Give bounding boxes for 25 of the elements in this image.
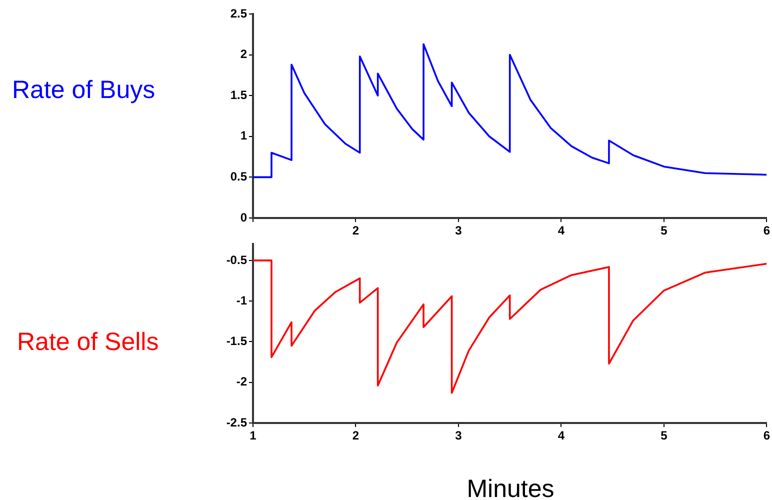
x-tick-label: 5 (660, 224, 668, 238)
y-tick-label: -2.5 (226, 415, 248, 430)
y-tick-label: 0 (240, 210, 248, 224)
y-tick-label: -1.5 (226, 334, 248, 348)
x-tick-label: 2 (352, 224, 360, 238)
y-tick-label: 0.5 (230, 170, 248, 184)
y-axis-title: Rate of Sells (17, 328, 159, 357)
x-tick-label: 4 (558, 428, 565, 443)
x-tick-label: 4 (558, 224, 565, 238)
y-tick-label: 2.5 (230, 6, 248, 20)
y-tick-label: -0.5 (226, 252, 248, 267)
y-tick-label: -1 (236, 293, 248, 308)
y-tick-label: 1 (240, 128, 248, 143)
x-tick-label: 3 (455, 224, 462, 238)
x-tick-label: 2 (352, 428, 360, 443)
x-tick-label: 3 (455, 428, 462, 443)
x-axis-title: Minutes (466, 475, 556, 500)
y-tick-label: 1.5 (230, 88, 248, 102)
y-tick-label: -2 (236, 374, 248, 389)
x-tick-label: 5 (660, 428, 668, 443)
x-tick-label: 1 (250, 428, 257, 443)
y-axis-title: Rate of Buys (12, 76, 156, 105)
x-tick-label: 6 (763, 224, 770, 238)
y-tick-label: 2 (240, 47, 248, 62)
x-tick-label: 6 (763, 428, 770, 443)
